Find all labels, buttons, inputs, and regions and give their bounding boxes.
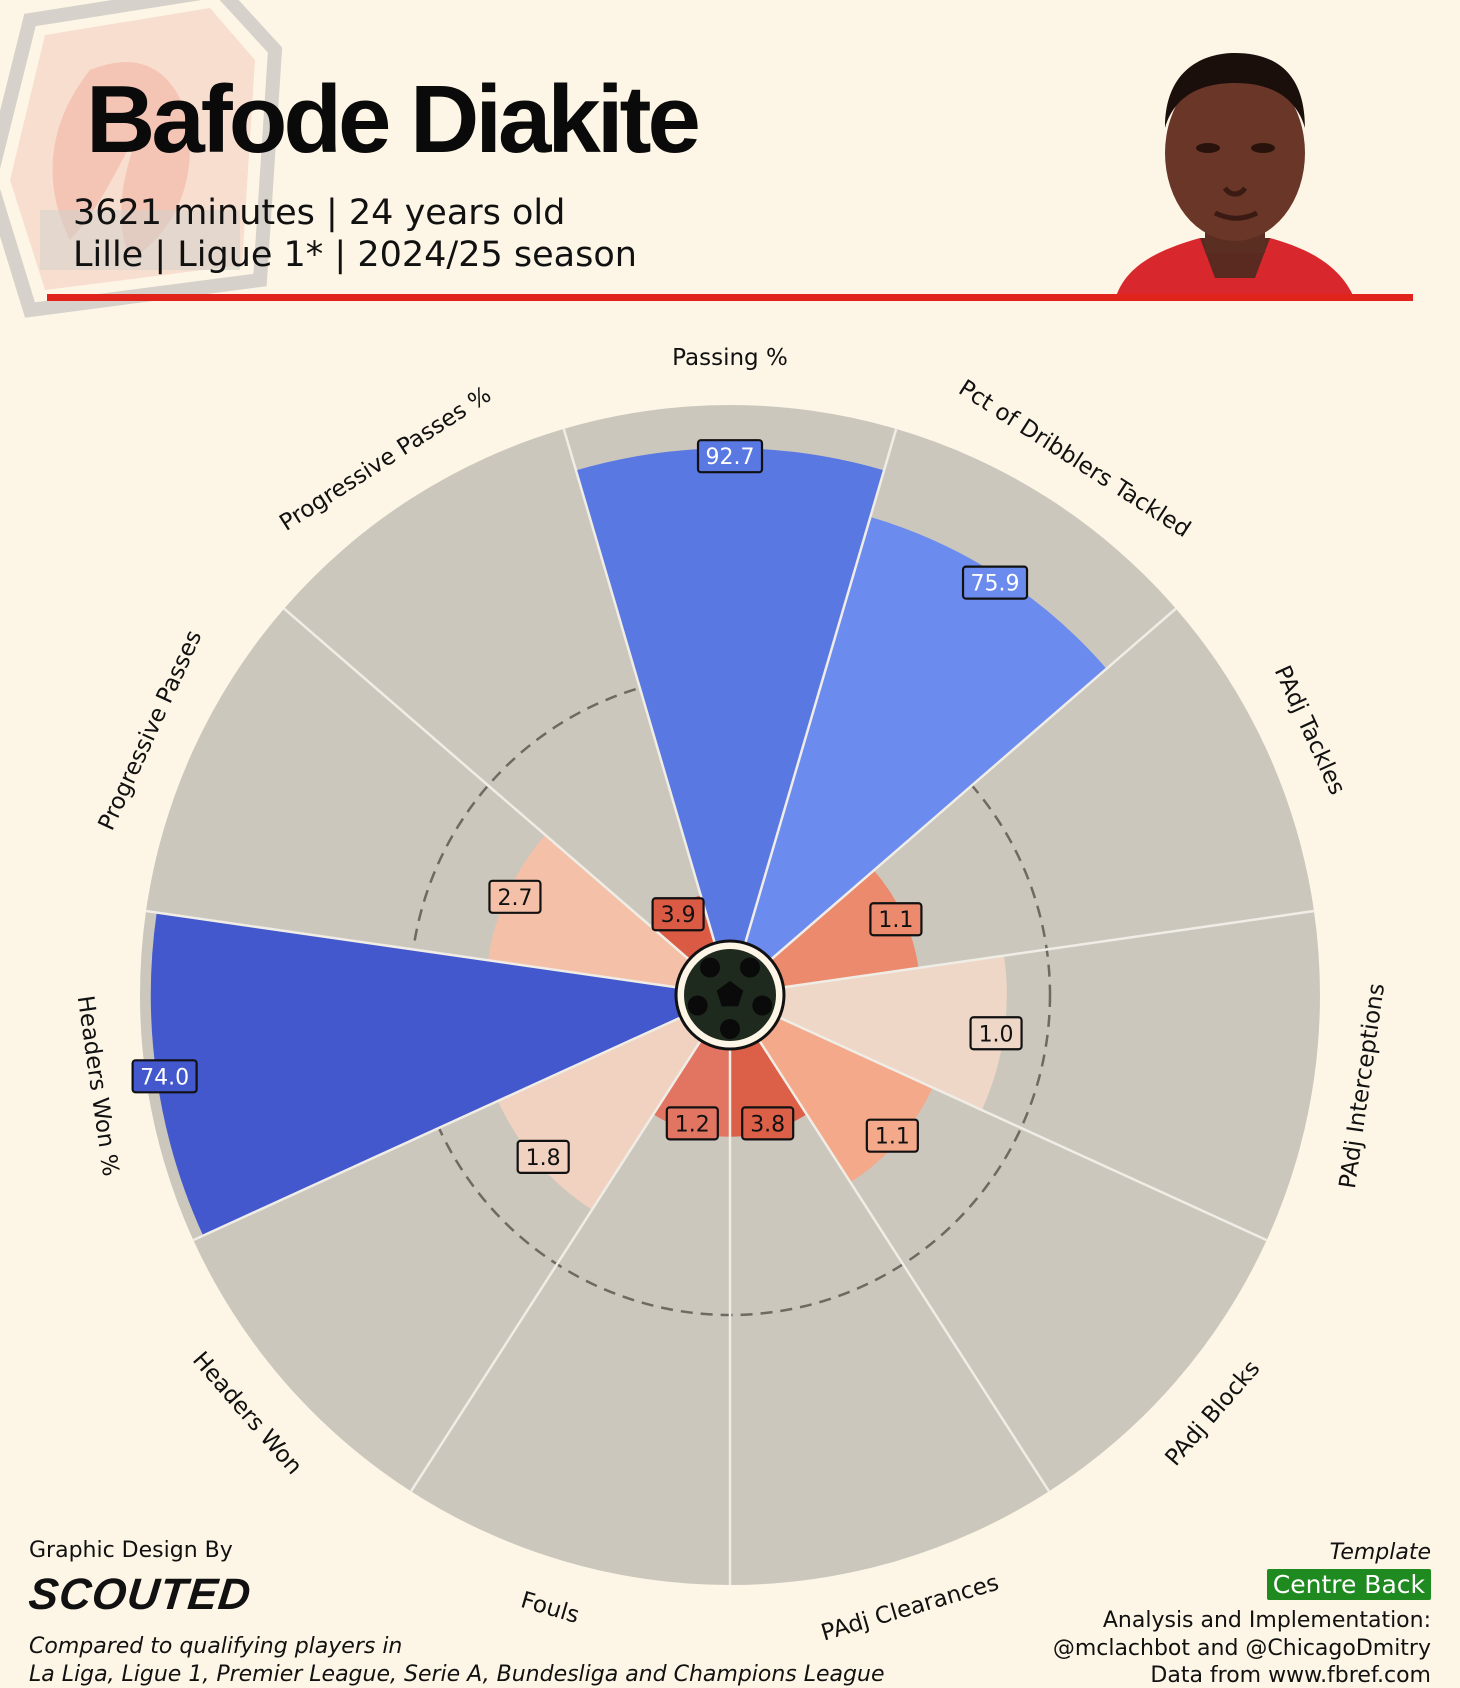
- value-box: [516, 1139, 570, 1174]
- value-label: 1.1: [865, 1118, 919, 1153]
- analysis-credit: Analysis and Implementation:: [1102, 1608, 1431, 1633]
- category-label: Fouls: [518, 1587, 582, 1629]
- slice-separator: [562, 428, 718, 948]
- value-box: [665, 1106, 719, 1141]
- value-label: 1.2: [665, 1106, 719, 1141]
- design-credit-label: Graphic Design By: [29, 1538, 233, 1563]
- football-panel: [716, 981, 744, 1007]
- value-box: [865, 1118, 919, 1153]
- value-box: [488, 879, 542, 914]
- slice-separator: [779, 909, 1315, 990]
- category-label: Passing %: [672, 345, 788, 371]
- slice-separator: [774, 1014, 1268, 1242]
- slice-background: [767, 608, 1314, 988]
- value-label: 74.0: [131, 1059, 198, 1094]
- scouted-logo: SCOUTED: [26, 1570, 254, 1619]
- category-label: Headers Won %: [72, 994, 124, 1178]
- value-text: 2.7: [497, 886, 532, 911]
- player-minutes-age: 3621 minutes | 24 years old: [73, 193, 566, 233]
- slice-background: [730, 1037, 1049, 1586]
- value-box: [696, 439, 764, 474]
- value-label: 1.8: [516, 1139, 570, 1174]
- value-box: [869, 902, 923, 937]
- slice-fill: [150, 912, 685, 1236]
- slice-separator: [145, 909, 681, 990]
- slice-fill: [744, 516, 1107, 963]
- comparison-note: Compared to qualifying players in: [29, 1634, 403, 1659]
- value-text: 1.2: [675, 1112, 710, 1137]
- value-label: 75.9: [961, 565, 1029, 600]
- category-label: PAdj Tackles: [1269, 662, 1350, 799]
- value-label: 3.9: [651, 897, 705, 932]
- value-box: [969, 1016, 1023, 1051]
- slice-background: [284, 428, 716, 963]
- value-text: 1.1: [875, 1125, 910, 1150]
- value-text: 75.9: [971, 572, 1020, 597]
- value-label: 1.0: [969, 1016, 1023, 1051]
- slice-separator: [409, 1036, 705, 1493]
- value-box: [741, 1106, 795, 1141]
- value-text: 1.8: [526, 1146, 561, 1171]
- club-crest-icon: [0, 0, 283, 318]
- category-label: PAdj Clearances: [818, 1570, 1002, 1647]
- slice-separator: [755, 1036, 1051, 1493]
- player-photo: [1115, 53, 1355, 300]
- value-box: [131, 1059, 198, 1094]
- slice-fill: [767, 870, 919, 988]
- value-text: 3.8: [750, 1112, 785, 1137]
- comparison-leagues: La Liga, Ligue 1, Premier League, Serie …: [29, 1662, 885, 1687]
- value-text: 74.0: [140, 1065, 189, 1090]
- football-panel: [700, 957, 721, 978]
- template-badge: Centre Back: [1266, 1569, 1431, 1600]
- slice-separator: [192, 1014, 686, 1242]
- player-club-league-season: Lille | Ligue 1* | 2024/25 season: [73, 235, 637, 275]
- football-panel: [752, 995, 773, 1016]
- header-divider: [47, 294, 1413, 301]
- player-name: Bafode Diakite: [86, 66, 701, 173]
- value-label: 2.7: [488, 879, 542, 914]
- data-source: Data from www.fbref.com: [1150, 1663, 1431, 1688]
- value-text: 92.7: [706, 445, 755, 470]
- football-panel: [720, 1019, 740, 1039]
- slice-background: [411, 1037, 730, 1585]
- slice-separator: [283, 607, 694, 964]
- slice-separator: [742, 428, 898, 948]
- value-label: 3.8: [741, 1106, 795, 1141]
- slice-separator: [766, 607, 1177, 964]
- category-label: PAdj Interceptions: [1335, 982, 1390, 1191]
- football-panel: [739, 957, 760, 978]
- slice-fill: [488, 834, 693, 988]
- analysis-authors: @mclachbot and @ChicagoDmitry: [1052, 1636, 1431, 1661]
- template-label: Template: [1329, 1540, 1431, 1565]
- slice-fill: [775, 955, 1007, 1110]
- value-text: 1.1: [878, 908, 913, 933]
- value-label: 1.1: [869, 902, 923, 937]
- value-box: [961, 565, 1029, 600]
- slice-fill: [575, 448, 885, 948]
- value-text: 1.0: [979, 1022, 1014, 1047]
- football-panel: [687, 995, 708, 1016]
- value-label: 92.7: [696, 439, 764, 474]
- value-box: [651, 897, 705, 932]
- value-text: 3.9: [661, 903, 696, 928]
